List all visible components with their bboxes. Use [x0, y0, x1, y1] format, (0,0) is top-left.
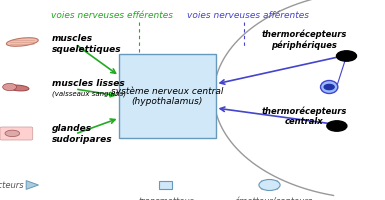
FancyBboxPatch shape: [119, 54, 216, 138]
Text: (vaisseaux sanguins): (vaisseaux sanguins): [52, 91, 126, 97]
Text: muscles lisses: muscles lisses: [52, 79, 125, 88]
Text: thermorécepteurs
centralx: thermorécepteurs centralx: [261, 106, 347, 126]
Ellipse shape: [5, 130, 20, 137]
Text: thermorécepteurs
périphériques: thermorécepteurs périphériques: [261, 30, 347, 50]
Circle shape: [336, 51, 357, 61]
Polygon shape: [26, 181, 38, 189]
Ellipse shape: [259, 180, 280, 190]
Text: voies nerveuses efférentes: voies nerveuses efférentes: [51, 11, 172, 20]
Ellipse shape: [8, 85, 29, 91]
Text: voies nerveuses afférentes: voies nerveuses afférentes: [187, 11, 309, 20]
Text: transmetteur: transmetteur: [138, 197, 193, 200]
Text: émetteur/capteurs: émetteur/capteurs: [234, 197, 313, 200]
Circle shape: [327, 121, 347, 131]
Ellipse shape: [320, 81, 338, 94]
FancyBboxPatch shape: [0, 127, 33, 140]
Text: muscles
squelettiques: muscles squelettiques: [52, 34, 122, 54]
Text: glandes
sudoripares: glandes sudoripares: [52, 124, 112, 144]
Ellipse shape: [7, 38, 38, 46]
Text: système nerveux central
(hypothalamus): système nerveux central (hypothalamus): [111, 86, 224, 106]
Bar: [159, 181, 172, 189]
Circle shape: [3, 83, 17, 91]
Text: récepteurs-effecteurs: récepteurs-effecteurs: [0, 180, 24, 190]
Circle shape: [324, 84, 334, 90]
